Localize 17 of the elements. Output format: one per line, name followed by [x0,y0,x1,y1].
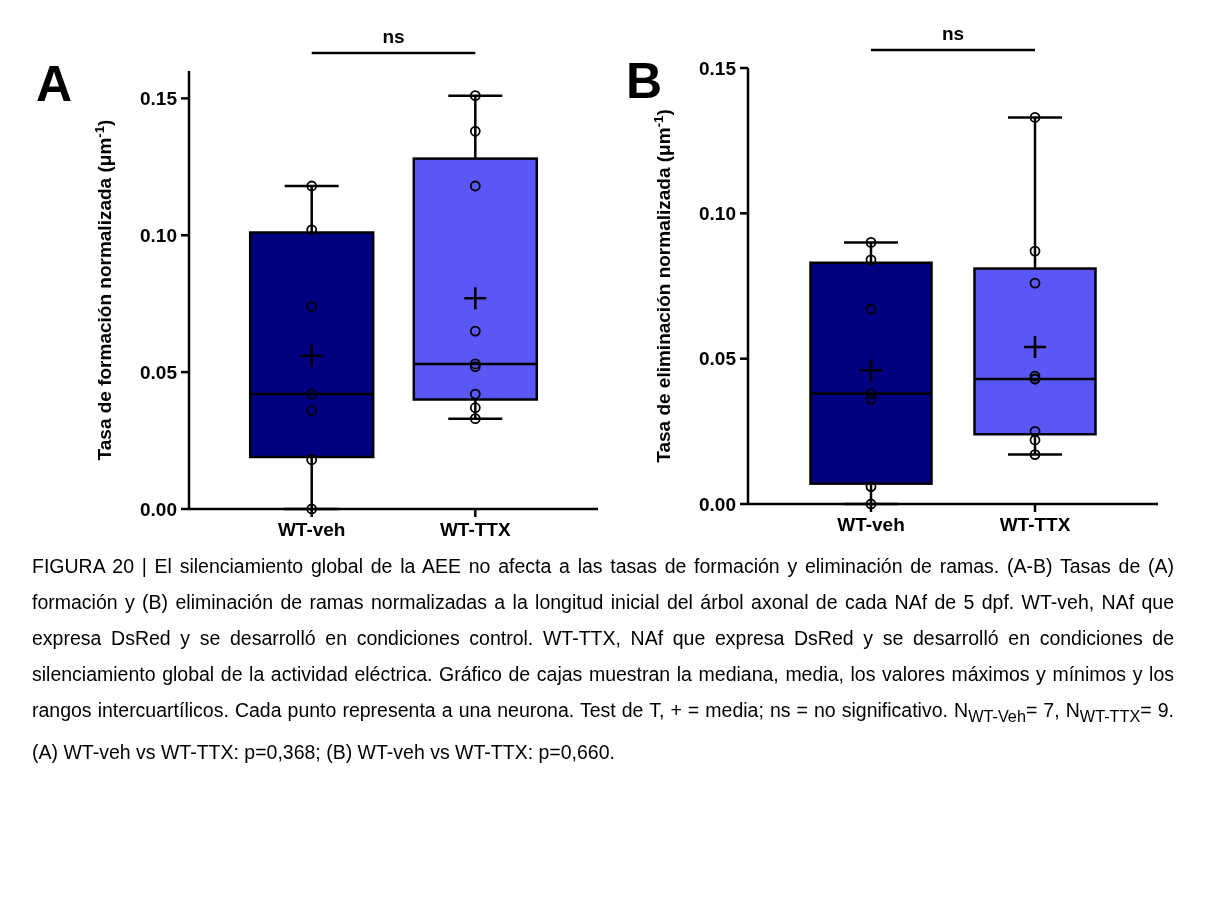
y-tick-label: 0.00 [140,498,177,520]
chart-title: A [36,56,73,112]
text: ns [941,23,965,44]
y-tick-label: 0.10 [140,224,177,246]
y-tick-label: 0.10 [699,202,736,224]
x-tick-label: WT-veh [837,514,905,535]
chart-title: B [626,53,663,109]
y-tick-label: 0.15 [140,88,178,110]
x-tick-label: WT-veh [277,519,346,540]
text: FIGURA 20 | El silenciamiento global de la AEE no afecta a las tasas de formación y eliminación de ramas. (A-B) Tasas de (A) formación y (B) eliminación de ramas normalizadas a la longitud inicial del árbol axonal de cada NAf de 5 dpf. WT-veh, NAf que expresa DsRed y se desarrolló en condiciones control. WT-TTX, NAf que expresa DsRed y se desarrolló en condiciones de silenciamiento global de la actividad eléctrica. Gráfico de cajas muestran la mediana, media, los valores máximos y mínimos y los rangos intercuartílicos. Cada punto representa a una neurona. Test de T, + = media; ns = no significativo. N$_{WT-Veh}$= 7, N$_{WT-TTX}$= 9. (A) WT-veh vs WT-TTX: p=0,368; (B) WT-veh vs WT-TTX: p=0,660. [32,555,1174,763]
x-tick-label: WT-TTX [999,514,1071,535]
y-tick-label: 0.00 [699,493,736,515]
y-tick-label: 0.15 [699,57,737,79]
y-tick-label: 0.05 [699,348,737,370]
text: ns [382,26,405,47]
y-tick-label: 0.05 [140,361,178,383]
x-tick-label: WT-TTX [439,519,511,540]
